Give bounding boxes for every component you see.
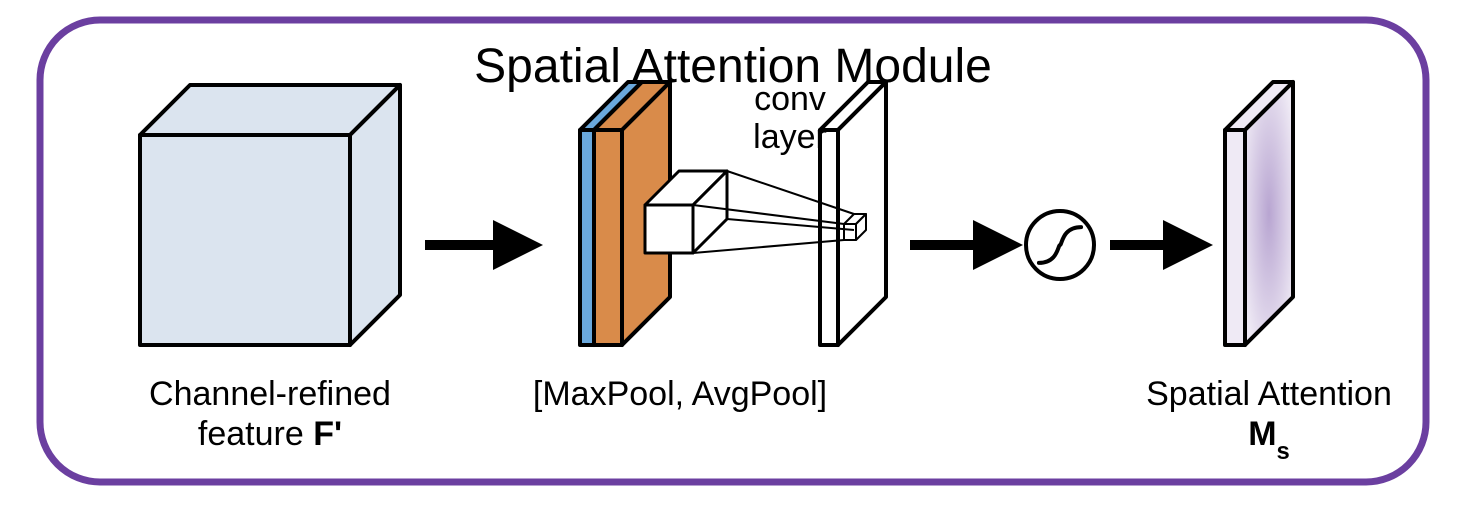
spatial-attention-output: [1225, 82, 1293, 345]
conv-label-line1: conv: [754, 80, 826, 118]
module-title: Spatial Attention Module: [474, 40, 992, 93]
input-feature-cube: [140, 85, 400, 345]
output-label-line1: Spatial Attention: [1146, 375, 1392, 413]
conv-label-line2: layer: [753, 118, 827, 156]
pool-label: [MaxPool, AvgPool]: [533, 375, 827, 413]
input-label-line1: Channel-refined: [149, 375, 391, 413]
input-label-line2: feature F': [198, 415, 342, 453]
sigmoid-icon: [1026, 211, 1094, 279]
